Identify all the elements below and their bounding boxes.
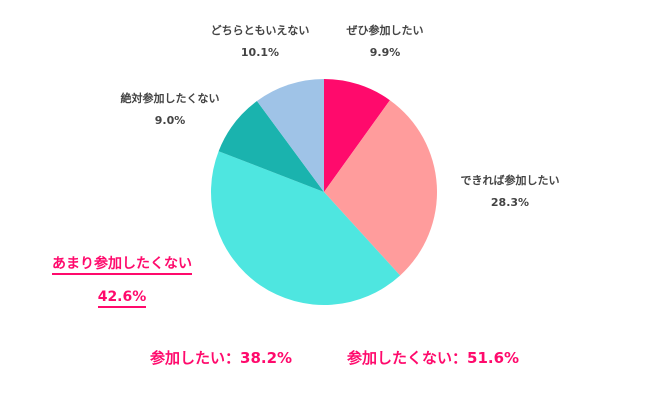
- pie-slice: [256, 79, 324, 192]
- label-zettai-name: 絶対参加したくない: [120, 92, 220, 105]
- label-amari-name: あまり参加したくない: [52, 255, 192, 275]
- summary-want: 参加したい：38.2%: [150, 349, 293, 367]
- summary-not-want: 参加したくない：51.6%: [347, 349, 520, 367]
- label-dochira: どちらともいえない 10.1%: [190, 20, 330, 64]
- label-dekireba-pct: 28.3%: [490, 196, 530, 209]
- label-zehi-pct: 9.9%: [369, 46, 401, 59]
- label-zehi: ぜひ参加したい 9.9%: [330, 20, 440, 64]
- pie-slice: [324, 79, 390, 192]
- label-dekireba-name: できれば参加したい: [460, 174, 560, 187]
- label-amari-pct: 42.6%: [97, 288, 147, 308]
- pie-slice: [324, 100, 437, 276]
- label-zettai: 絶対参加したくない 9.0%: [100, 88, 240, 132]
- pie-slice: [210, 151, 401, 305]
- label-amari: あまり参加したくない 42.6%: [22, 250, 222, 316]
- label-dochira-name: どちらともいえない: [210, 24, 310, 37]
- pie-slice: [218, 101, 324, 192]
- label-zettai-pct: 9.0%: [154, 114, 186, 127]
- label-dekireba: できれば参加したい 28.3%: [440, 170, 580, 214]
- label-dochira-pct: 10.1%: [240, 46, 280, 59]
- label-zehi-name: ぜひ参加したい: [346, 24, 424, 37]
